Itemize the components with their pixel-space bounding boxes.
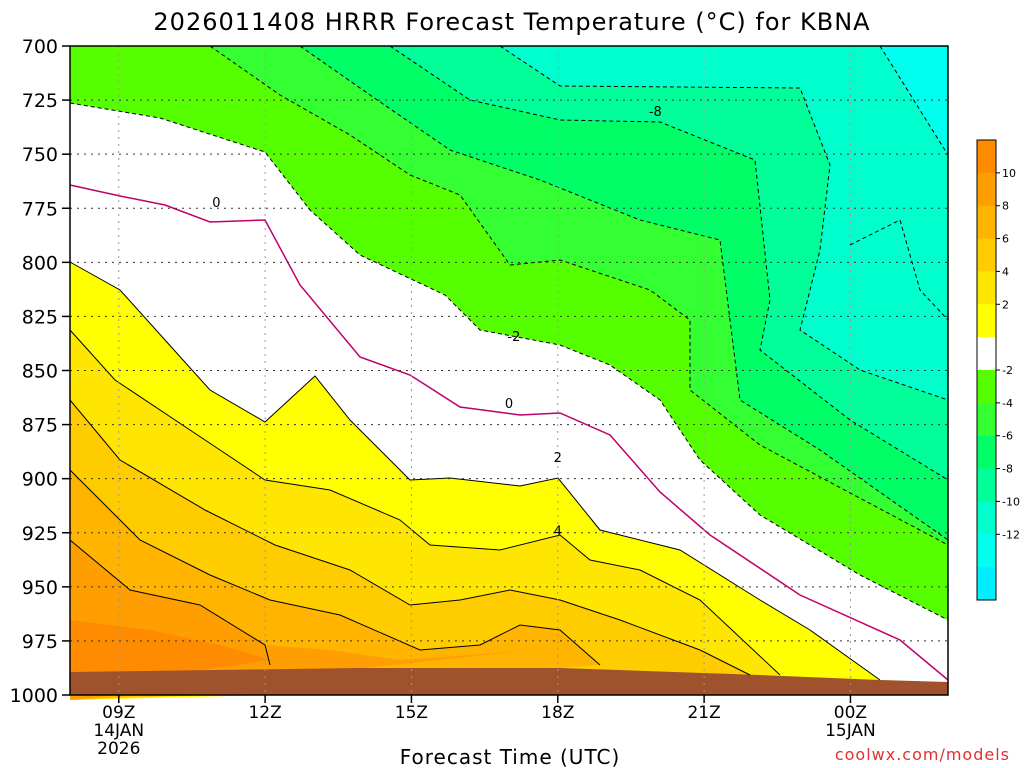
x-tick-date: 15JAN xyxy=(825,721,876,741)
colorbar-swatch xyxy=(977,534,996,568)
contour-label: -2 xyxy=(507,330,520,345)
colorbar-swatch xyxy=(977,304,996,338)
x-tick-label: 09Z xyxy=(102,703,135,723)
colorbar-tick-label: 8 xyxy=(1002,200,1009,213)
ground-surface xyxy=(70,668,948,695)
contour-labels: 0 -8 -2 0 2 4 xyxy=(212,105,662,540)
colorbar-tick-label: 6 xyxy=(1002,233,1009,246)
colorbar-swatch xyxy=(977,172,996,207)
y-axis: 700 725 750 775 800 825 850 875 900 925 950 975 1000 xyxy=(10,36,70,707)
colorbar-swatch xyxy=(977,402,996,437)
y-tick-label: 975 xyxy=(22,631,58,653)
isotherm-minus-4 xyxy=(209,45,949,546)
colorbar-swatch xyxy=(977,205,996,240)
y-tick-label: 900 xyxy=(22,469,58,491)
x-tick-label: 21Z xyxy=(687,703,720,723)
y-tick-label: 750 xyxy=(22,144,58,166)
colorbar-swatch xyxy=(977,140,996,174)
zero-isotherm-group xyxy=(69,184,949,681)
colorbar-swatch xyxy=(977,238,996,272)
colorbar-tick-label: 4 xyxy=(1002,265,1009,278)
isotherm-plus-10 xyxy=(69,539,271,666)
x-tick-label: 00Z xyxy=(834,703,867,723)
isotherm-plus-2 xyxy=(69,261,881,681)
y-tick-label: 875 xyxy=(22,415,58,437)
colorbar-tick-label: 2 xyxy=(1002,298,1009,311)
colorbar-tick-label: -12 xyxy=(1002,528,1020,541)
y-tick-label: 950 xyxy=(22,577,58,599)
colorbar-tick-label: -6 xyxy=(1002,430,1013,443)
x-tick-label: 18Z xyxy=(541,703,574,723)
grid xyxy=(70,46,948,695)
colorbar-swatch xyxy=(977,435,996,470)
contour-label: 2 xyxy=(554,451,562,466)
colorbar: 10 8 6 4 2 -2 -4 -6 -8 -10 -12 xyxy=(976,139,1020,601)
y-tick-label: 775 xyxy=(22,198,58,220)
x-tick-label: 12Z xyxy=(248,703,281,723)
y-tick-label: 925 xyxy=(22,523,58,545)
y-tick-label: 825 xyxy=(22,306,58,328)
plot-area: 0 -8 -2 0 2 4 xyxy=(69,45,949,700)
isotherm-plus-8 xyxy=(69,469,601,666)
contour-label: 0 xyxy=(212,196,220,211)
x-tick-year: 2026 xyxy=(97,739,140,759)
x-tick-label: 15Z xyxy=(395,703,428,723)
isotherm-plus-4 xyxy=(69,329,781,676)
negative-isotherms xyxy=(69,45,949,621)
colorbar-tick-label: -4 xyxy=(1002,397,1013,410)
positive-isotherms xyxy=(69,261,881,681)
colorbar-swatch xyxy=(977,271,996,305)
credit-text: coolwx.com/models xyxy=(835,745,1010,764)
isotherm-minus-2 xyxy=(69,102,949,621)
y-tick-label: 800 xyxy=(22,252,58,274)
y-tick-label: 725 xyxy=(22,90,58,112)
isotherm-minus-12 xyxy=(849,45,949,321)
contour-label: 0 xyxy=(505,397,513,412)
y-tick-label: 1000 xyxy=(10,685,58,707)
colorbar-swatch xyxy=(977,501,996,535)
colorbar-tick-label: -10 xyxy=(1002,495,1020,508)
colorbar-swatch xyxy=(977,567,996,601)
y-tick-label: 850 xyxy=(22,361,58,383)
y-tick-label: 700 xyxy=(22,36,58,58)
colorbar-swatch xyxy=(977,337,996,371)
isotherm-zero xyxy=(69,184,949,681)
colorbar-swatch xyxy=(977,370,996,404)
isotherm-minus-6 xyxy=(299,45,949,541)
x-axis-label: Forecast Time (UTC) xyxy=(400,745,621,768)
isotherm-minus-10 xyxy=(499,45,949,401)
chart-title: 2026011408 HRRR Forecast Temperature (°C… xyxy=(153,8,870,36)
colorbar-swatch xyxy=(977,468,996,502)
contour-label: -8 xyxy=(649,105,662,120)
contour-label: 4 xyxy=(554,525,562,540)
colorbar-tick-label: 10 xyxy=(1002,167,1016,180)
isotherm-minus-8 xyxy=(389,45,949,481)
x-tick-date: 14JAN xyxy=(93,721,144,741)
isotherm-plus-6 xyxy=(69,399,751,676)
colorbar-tick-label: -8 xyxy=(1002,463,1013,476)
colorbar-tick-label: -2 xyxy=(1002,364,1013,377)
